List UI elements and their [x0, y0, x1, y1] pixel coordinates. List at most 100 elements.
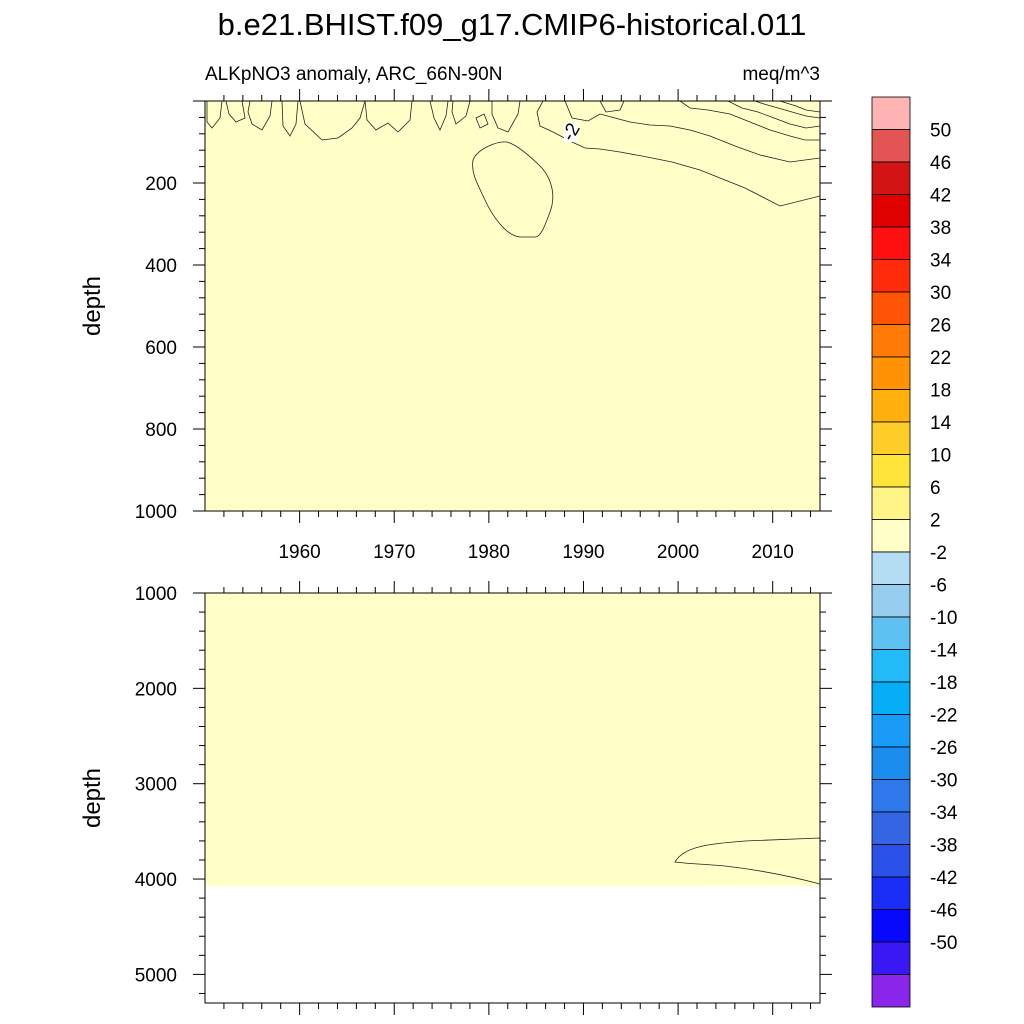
x-tick-label: 2010: [752, 542, 794, 563]
upper-positive-patch: [491, 101, 521, 133]
colorbar-label: 6: [930, 478, 941, 499]
upper-positive-patch: [364, 101, 413, 133]
colorbar-swatch: [871, 974, 911, 1008]
colorbar-swatch: [871, 96, 911, 130]
upper-positive-patch: [225, 101, 246, 123]
lower-axis-ticks: 1000 2000 3000 4000 5000: [135, 581, 832, 1015]
colorbar: 50 46 42 38 34 30 26 22 18 14 10 6 2 -2 -6 -10 -14 -18 -22…: [871, 96, 958, 1008]
upper-negative-band-18: [754, 101, 820, 119]
colorbar-label: -10: [930, 608, 957, 629]
x-tick-label: 1960: [278, 542, 320, 563]
figure-title: b.e21.BHIST.f09_g17.CMIP6-historical.011: [218, 7, 807, 42]
colorbar-label: -38: [930, 836, 957, 857]
colorbar-swatch: [871, 161, 911, 195]
colorbar-swatch: [871, 519, 911, 553]
upper-negative-band-10: [679, 101, 820, 141]
upper-positive-patch: [599, 101, 625, 113]
colorbar-label: -30: [930, 771, 957, 792]
colorbar-swatch: [871, 584, 911, 618]
colorbar-swatch: [871, 941, 911, 975]
x-tick-label: 1970: [373, 542, 415, 563]
lower-y-tick-label: 5000: [135, 965, 177, 986]
lower-plot-frame: [204, 592, 821, 1004]
colorbar-label: -46: [930, 901, 957, 922]
x-tick-label: 2000: [657, 542, 699, 563]
colorbar-label: -42: [930, 868, 957, 889]
colorbar-label: -50: [930, 933, 957, 954]
upper-y-tick-label: 800: [145, 420, 177, 441]
upper-y-axis-label: depth: [79, 276, 106, 336]
upper-contour-field: [205, 101, 820, 511]
lower-panel: depth 1000 2000 3000 4000 5000: [79, 581, 832, 1015]
colorbar-label: -26: [930, 738, 957, 759]
lower-y-tick-label: 1000: [135, 584, 177, 605]
upper-panel: ALKpNO3 anomaly, ARC_66N-90N meq/m^3: [79, 64, 832, 563]
upper-negative-band-2: [536, 101, 820, 207]
colorbar-swatch: [871, 649, 911, 683]
colorbar-swatch: [871, 746, 911, 780]
upper-positive-patch: [206, 101, 223, 129]
colorbar-swatch: [871, 259, 911, 293]
colorbar-label: 46: [930, 153, 951, 174]
colorbar-label: 18: [930, 381, 951, 402]
colorbar-swatch: [871, 714, 911, 748]
upper-negative-patch: [299, 101, 366, 141]
lower-negative-band-2: [674, 837, 820, 885]
colorbar-label: -22: [930, 706, 957, 727]
upper-negative-band-6: [564, 101, 820, 163]
upper-y-tick-label: 1000: [135, 502, 177, 523]
colorbar-swatch: [871, 129, 911, 163]
colorbar-label: -6: [930, 576, 947, 597]
upper-y-tick-label: 600: [145, 338, 177, 359]
colorbar-swatch: [871, 616, 911, 650]
upper-positive-patch: [281, 101, 299, 137]
colorbar-swatch: [871, 421, 911, 455]
colorbar-swatch: [871, 876, 911, 910]
colorbar-label: 50: [930, 121, 951, 142]
colorbar-label: -34: [930, 803, 958, 824]
colorbar-swatch: [871, 811, 911, 845]
upper-subtitle-left: ALKpNO3 anomaly, ARC_66N-90N: [205, 64, 502, 85]
x-tick-label: 1990: [562, 542, 604, 563]
upper-positive-patch: [451, 101, 471, 125]
upper-background-region: [205, 101, 820, 511]
colorbar-swatch: [871, 356, 911, 390]
colorbar-label: 10: [930, 446, 951, 467]
upper-axis-ticks: 1960 1970 1980 1990 2000 2010 200 400 600 800 1000: [135, 89, 832, 563]
colorbar-swatch: [871, 486, 911, 520]
lower-y-tick-label: 2000: [135, 679, 177, 700]
colorbar-swatch: [871, 324, 911, 358]
lower-y-tick-label: 4000: [135, 870, 177, 891]
upper-y-tick-label: 200: [145, 174, 177, 195]
colorbar-label: 26: [930, 316, 951, 337]
upper-positive-patch: [429, 101, 449, 131]
x-tick-label: 1980: [468, 542, 510, 563]
lower-background-region: [205, 593, 820, 886]
lower-y-axis-label: depth: [79, 768, 106, 828]
upper-negative-patch: [475, 113, 489, 129]
colorbar-swatch: [871, 551, 911, 585]
upper-plot-frame: [204, 100, 821, 512]
colorbar-swatch: [871, 909, 911, 943]
colorbar-label: 34: [930, 251, 952, 272]
colorbar-swatch: [871, 194, 911, 228]
colorbar-label: 22: [930, 348, 951, 369]
lower-y-tick-label: 3000: [135, 775, 177, 796]
upper-subtitle-right: meq/m^3: [742, 64, 820, 85]
upper-positive-lens: [472, 141, 554, 238]
lower-contour-field: [205, 593, 820, 886]
colorbar-swatch: [871, 389, 911, 423]
colorbar-label: -14: [930, 641, 958, 662]
upper-negative-band-22: [779, 101, 820, 113]
upper-positive-patch: [247, 101, 273, 131]
colorbar-swatch: [871, 454, 911, 488]
colorbar-swatch: [871, 681, 911, 715]
colorbar-swatch: [871, 291, 911, 325]
colorbar-swatch: [871, 226, 911, 260]
colorbar-label: -2: [930, 543, 947, 564]
colorbar-label: 38: [930, 218, 951, 239]
upper-negative-band-14: [727, 101, 820, 129]
colorbar-swatch: [871, 779, 911, 813]
colorbar-swatch: [871, 844, 911, 878]
